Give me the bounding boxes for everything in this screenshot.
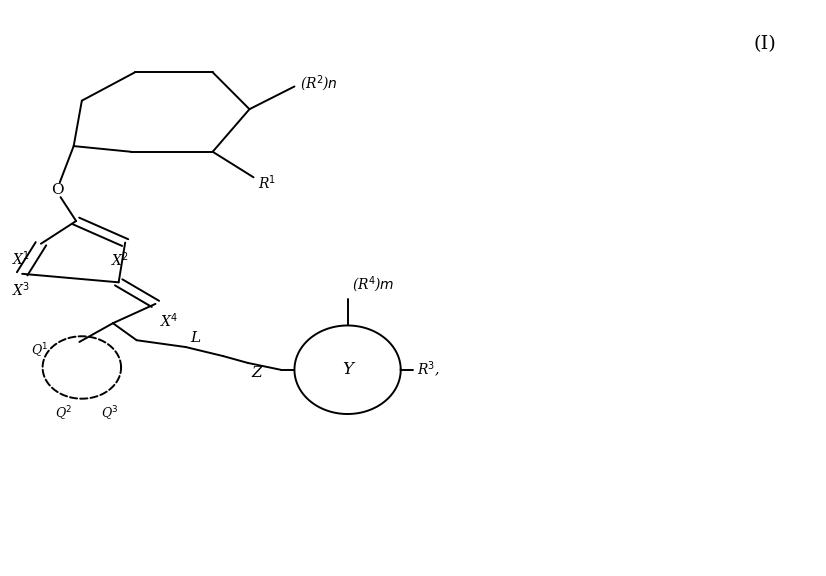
Text: Q$^1$: Q$^1$ <box>31 341 48 359</box>
Text: Y: Y <box>342 361 353 378</box>
Text: X$^2$: X$^2$ <box>112 251 130 269</box>
Text: Z: Z <box>251 366 262 380</box>
Text: R$^1$: R$^1$ <box>258 174 276 192</box>
Text: O: O <box>51 183 64 198</box>
Text: Q$^2$: Q$^2$ <box>55 404 72 423</box>
Text: R$^3$,: R$^3$, <box>417 360 440 380</box>
Text: X$^1$: X$^1$ <box>12 249 31 268</box>
Text: (I): (I) <box>753 35 776 53</box>
Text: L: L <box>191 331 201 345</box>
Text: Q$^3$: Q$^3$ <box>101 404 118 423</box>
Text: (R$^4$)$m$: (R$^4$)$m$ <box>352 275 394 295</box>
Text: X$^3$: X$^3$ <box>12 281 31 299</box>
Text: (R$^2$)$n$: (R$^2$)$n$ <box>300 74 338 94</box>
Text: X$^4$: X$^4$ <box>159 312 178 331</box>
